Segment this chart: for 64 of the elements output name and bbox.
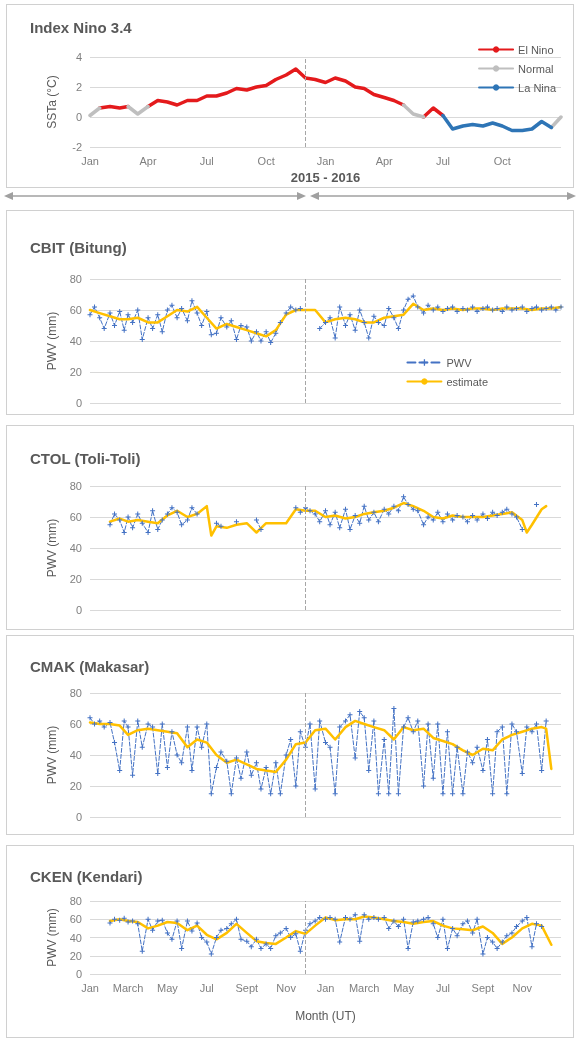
y-tick-label: 80 (69, 480, 82, 492)
y-axis-title: PWV (mm) (45, 518, 59, 578)
y-tick-label: 0 (75, 811, 82, 823)
legend-label: La Nina (518, 81, 557, 94)
line-series (441, 113, 554, 133)
x-tick-label: May (393, 981, 415, 994)
x-tick-label: Nov (276, 981, 297, 994)
legend-label: Normal (518, 62, 554, 75)
x-tick-label: Oct (493, 154, 511, 167)
x-tick-label: Jul (435, 154, 450, 167)
line-series (88, 302, 563, 338)
x-tick-label: March (348, 981, 380, 994)
y-tick-label: -2 (72, 141, 82, 153)
x-tick-label: March (112, 981, 144, 994)
x-tick-label: Oct (257, 154, 275, 167)
x-tick-label: Apr (139, 154, 157, 167)
x-tick-label: May (157, 981, 179, 994)
chart-title: CTOL (Toli-Toli) (30, 450, 141, 467)
y-tick-label: 40 (69, 335, 82, 347)
y-tick-label: 60 (69, 913, 82, 926)
y-axis-title: PWV (mm) (45, 311, 59, 371)
y-axis-title: PWV (mm) (45, 908, 59, 967)
legend-label: El Nino (518, 43, 554, 56)
x-tick-label: Apr (375, 154, 394, 167)
y-tick-label: 0 (75, 604, 82, 616)
y-tick-label: 20 (69, 949, 82, 962)
y-tick-label: 0 (75, 968, 82, 980)
y-tick-label: 60 (69, 511, 82, 523)
chart-title: CBIT (Bitung) (30, 239, 127, 256)
y-tick-label: 60 (69, 718, 82, 730)
y-tick-label: 20 (69, 573, 82, 585)
y-axis-title: SSTa (°C) (45, 75, 59, 129)
x-tick-label: Jan (81, 981, 99, 994)
legend-label: estimate (446, 375, 489, 388)
y-tick-label: 20 (69, 366, 82, 378)
x-tick-label: Jan (316, 154, 335, 167)
y-tick-label: 80 (69, 895, 82, 907)
x-tick-label: Sept (235, 981, 259, 994)
x-tick-label: Nov (512, 981, 533, 994)
y-tick-label: 20 (69, 780, 82, 792)
y-tick-label: 0 (75, 397, 82, 409)
line-series (108, 501, 548, 537)
y-tick-label: 40 (69, 931, 82, 944)
x-axis-title: 2015 - 2016 (290, 170, 361, 185)
y-tick-label: 40 (69, 749, 82, 761)
legend-label: PWV (446, 356, 473, 369)
y-axis-title: PWV (mm) (45, 725, 59, 785)
y-tick-label: 60 (69, 304, 82, 316)
y-tick-label: 0 (75, 111, 82, 123)
y-tick-label: 4 (75, 51, 82, 63)
x-tick-label: Jan (316, 981, 335, 994)
y-tick-label: 2 (75, 81, 82, 93)
chart-title: CMAK (Makasar) (30, 658, 150, 675)
x-tick-label: Jul (199, 154, 214, 167)
x-tick-label: Sept (471, 981, 495, 994)
x-tick-label: Jan (81, 154, 99, 167)
y-tick-label: 40 (69, 542, 82, 554)
chart-title: Index Nino 3.4 (30, 19, 133, 36)
chart-title: CKEN (Kendari) (30, 868, 143, 885)
y-tick-label: 80 (69, 273, 82, 285)
x-axis-title: Month (UT) (295, 1009, 356, 1023)
y-tick-label: 80 (69, 687, 82, 699)
x-tick-label: Jul (435, 981, 450, 994)
x-tick-label: Jul (199, 981, 214, 994)
